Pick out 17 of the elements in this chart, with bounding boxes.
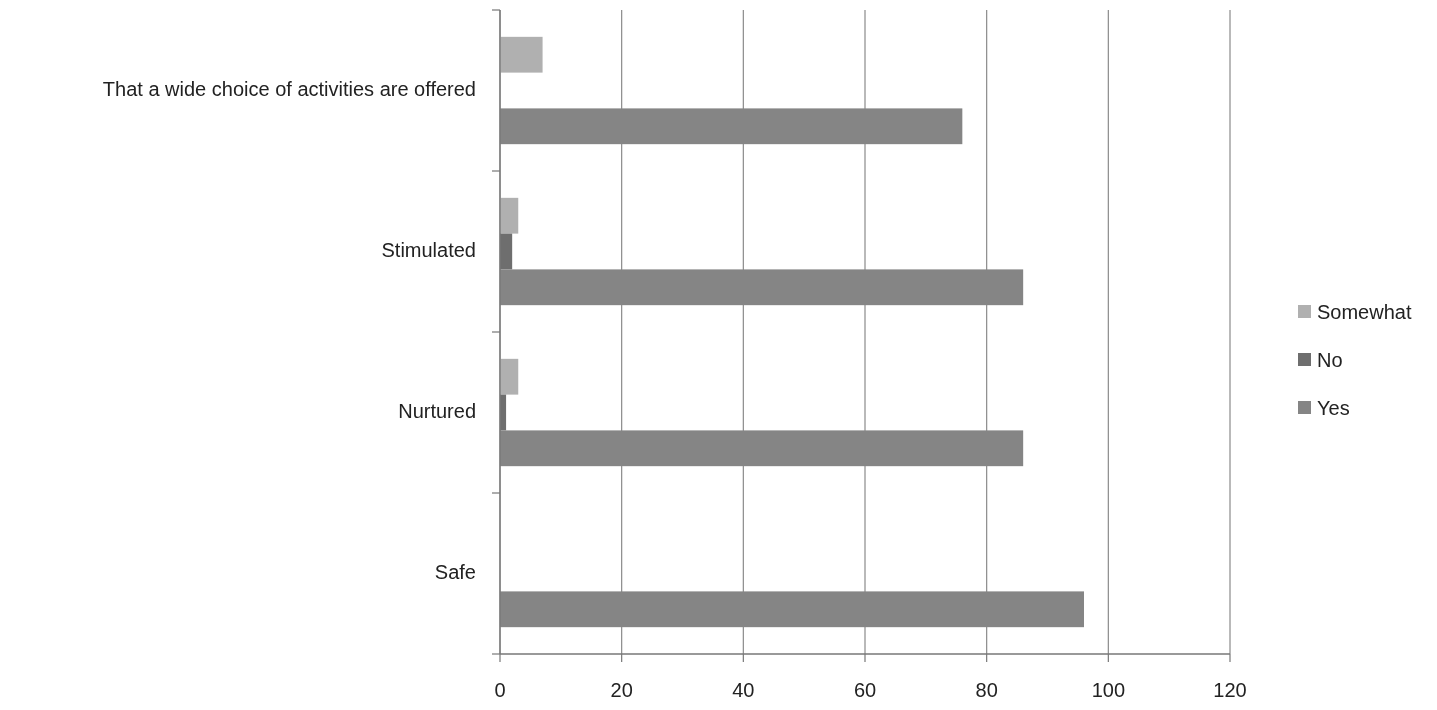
legend-label: No (1317, 349, 1343, 371)
x-tick-label: 0 (494, 679, 506, 701)
y-tick-label: That a wide choice of activities are offered (102, 77, 476, 100)
x-tick-label: 80 (975, 679, 998, 701)
y-tick-label: Stimulated (381, 238, 476, 261)
x-tick-label: 40 (732, 679, 755, 701)
y-tick-label: Safe (434, 560, 476, 583)
bar (500, 358, 519, 395)
bar (500, 197, 519, 234)
x-tick-label: 60 (853, 679, 877, 701)
legend-label: Yes (1317, 397, 1350, 419)
legend-label: Somewhat (1317, 301, 1412, 323)
bar (500, 36, 543, 73)
x-tick-label: 20 (610, 679, 633, 701)
y-tick-label: Nurtured (398, 399, 476, 422)
x-tick-label: 120 (1213, 679, 1247, 701)
x-tick-label: 100 (1091, 679, 1126, 701)
